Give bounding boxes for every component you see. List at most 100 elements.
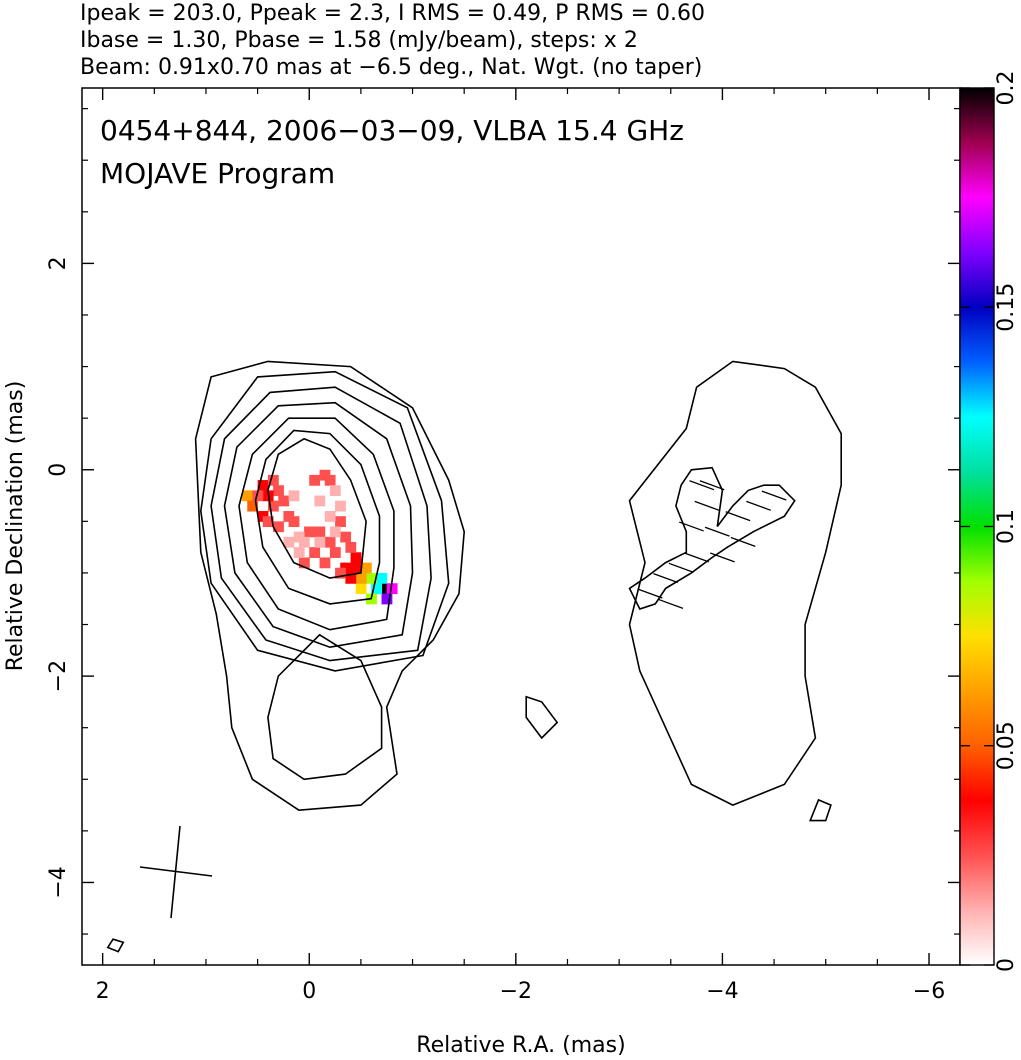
colorbar-tick-label: 0.1 [994, 509, 1019, 544]
fpol-pixel [335, 516, 346, 527]
colorbar-tick-label: 0.2 [994, 71, 1019, 106]
polarized-flux-contour [628, 466, 796, 610]
x-tick-label: −4 [706, 979, 738, 1004]
contour-level [254, 429, 381, 605]
evpa-stick [730, 536, 756, 548]
evpa-stick [689, 480, 715, 491]
contour-level [267, 437, 367, 579]
polarization-region [628, 466, 796, 610]
evpa-stick [678, 521, 704, 532]
y-tick-label: −4 [46, 866, 71, 898]
contour-level [194, 360, 466, 812]
fpol-pixel [314, 495, 326, 507]
restoring-beam-cross [139, 825, 213, 919]
fpol-pixel [319, 557, 331, 569]
contour-level [809, 798, 832, 822]
x-tick-label: 2 [96, 979, 110, 1004]
x-tick-label: 0 [302, 979, 316, 1004]
contour-level [199, 370, 450, 672]
contour-level [238, 417, 395, 631]
header-line-peak: Ipeak = 203.0, Ppeak = 2.3, I RMS = 0.49… [80, 1, 705, 26]
evpa-stick [746, 500, 772, 511]
fpol-pixel [350, 562, 362, 574]
fpol-pixel [273, 521, 284, 533]
fpol-pixel [314, 536, 326, 548]
fpol-pixel [329, 485, 341, 497]
fpol-pixel [278, 495, 290, 507]
fpol-pixel [252, 490, 264, 502]
fpol-pixel [273, 485, 284, 497]
fpol-pixel [324, 511, 336, 522]
evpa-stick [684, 552, 710, 563]
evpa-stick [761, 490, 787, 501]
fpol-pixel [319, 469, 331, 481]
fpol-pixel [381, 593, 393, 605]
evpa-stick [699, 480, 725, 491]
fpol-pixel [283, 511, 295, 522]
fpol-pixel [257, 480, 269, 491]
fpol-pixel [242, 490, 253, 502]
contour-level [525, 695, 559, 740]
fpol-pixel [293, 531, 305, 543]
fpol-pixel [386, 583, 398, 595]
fpol-pixel [309, 474, 321, 486]
colorbar-tick-label: 0.15 [994, 283, 1019, 332]
contour-level [628, 360, 842, 806]
evpa-stick [694, 500, 720, 511]
fpol-pixel [293, 547, 305, 558]
header-line-base: Ibase = 1.30, Pbase = 1.58 (mJy/beam), s… [80, 28, 638, 53]
fpol-pixel [283, 536, 295, 548]
fpol-pixel [247, 500, 259, 512]
fpol-pixel [309, 547, 321, 558]
header-line-beam: Beam: 0.91x0.70 mas at −6.5 deg., Nat. W… [80, 55, 702, 80]
fpol-pixel [360, 562, 372, 574]
fpol-pixel [324, 536, 336, 548]
colorbar: 0 0.05 0.1 0.15 0.2 [959, 71, 1019, 972]
fpol-pixel [267, 500, 279, 512]
fpol-pixel [329, 526, 341, 538]
source-title: 0454+844, 2006−03−09, VLBA 15.4 GHz [100, 114, 684, 147]
fpol-pixel [366, 572, 377, 584]
colorbar-tick-label: 0.05 [994, 721, 1019, 770]
fpol-pixel [329, 547, 341, 558]
fpol-pixel [355, 583, 367, 595]
fpol-pixel [288, 490, 300, 502]
x-axis-ticks: 2 0 −2 −4 −6 [96, 88, 945, 1004]
fpol-pixel [314, 526, 326, 538]
y-tick-label: 2 [46, 256, 71, 270]
evpa-stick [658, 598, 684, 609]
fpol-pixel [345, 541, 357, 553]
evpa-stick [704, 526, 730, 537]
fpol-pixel [335, 567, 346, 579]
evpa-vectors [637, 480, 787, 609]
y-tick-label: −2 [46, 660, 71, 692]
y-axis-label: Relative Declination (mas) [3, 381, 28, 672]
fpol-pixel [376, 572, 388, 584]
x-axis-label: Relative R.A. (mas) [416, 1033, 625, 1058]
colorbar-tick-label: 0 [994, 958, 1019, 972]
evpa-stick [668, 562, 694, 573]
fpol-pixel [298, 557, 310, 569]
evpa-stick [653, 573, 679, 584]
fpol-pixel [371, 583, 383, 595]
program-label: MOJAVE Program [100, 157, 335, 190]
fpol-pixel [355, 572, 367, 584]
header-text: Ipeak = 203.0, Ppeak = 2.3, I RMS = 0.49… [80, 1, 705, 80]
fpol-pixel [304, 526, 315, 538]
fpol-pixel [262, 516, 274, 527]
contour-level [223, 401, 414, 649]
total-intensity-contours [106, 360, 842, 953]
map-annotation: 0454+844, 2006−03−09, VLBA 15.4 GHz MOJA… [100, 114, 684, 190]
fpol-pixel [350, 552, 362, 564]
evpa-stick [725, 511, 751, 522]
evpa-stick [709, 552, 735, 563]
fpol-pixel [267, 474, 279, 486]
fpol-pixel [340, 531, 352, 543]
contour-level [106, 938, 125, 953]
fpol-pixel [345, 572, 357, 584]
contour-level [267, 633, 383, 781]
y-axis-ticks: 2 0 −2 −4 [46, 108, 960, 935]
x-tick-label: −2 [500, 979, 532, 1004]
evpa-stick [637, 588, 663, 599]
